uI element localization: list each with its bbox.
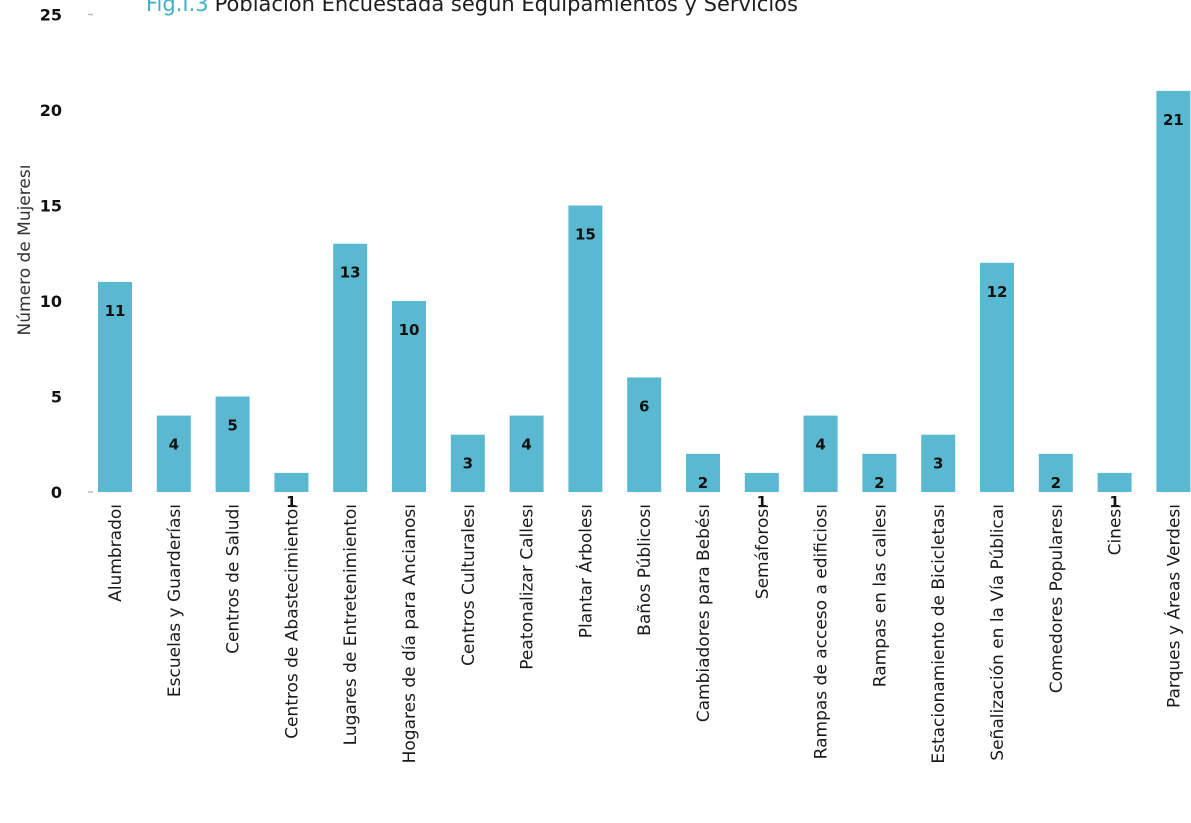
bar	[98, 281, 132, 492]
bar	[392, 301, 426, 492]
bar	[333, 243, 368, 492]
bar	[568, 205, 603, 492]
bar	[215, 396, 250, 492]
bar	[156, 415, 191, 492]
bar	[450, 434, 485, 492]
y-axis-title: Número de Mujeresı	[15, 165, 35, 336]
data-label: 11	[105, 302, 126, 320]
x-tick-label: Plantar Árbolesı	[574, 504, 596, 638]
bar	[1097, 472, 1132, 492]
bar	[921, 434, 956, 492]
y-tick-label: 15	[40, 197, 62, 216]
x-tick-label: Baños Públicosı	[635, 504, 655, 636]
x-tick-label: Cinesı	[1106, 504, 1126, 555]
data-label: 1	[757, 493, 767, 511]
x-tick-label: Parques y Áreas Verdesı	[1162, 504, 1184, 708]
x-tick-label: Estacionamiento de Bicicletası	[929, 504, 949, 764]
data-label: 1	[286, 493, 296, 511]
bar	[509, 415, 544, 492]
bar	[980, 262, 1014, 492]
data-label: 13	[340, 264, 361, 282]
x-tick-label: Centros Culturalesı	[459, 504, 479, 666]
x-tick-label: Peatonalizar Callesı	[518, 504, 538, 670]
x-tick-label: Rampas de acceso a edificiosı	[812, 504, 832, 759]
y-tick-label: 5	[51, 388, 62, 407]
data-label: 3	[933, 455, 943, 473]
figure-title-text: Población Encuestada según Equipamientos…	[214, 0, 798, 16]
bar	[627, 377, 662, 492]
x-tick-label: Rampas en las callesı	[870, 504, 890, 687]
bar	[862, 453, 897, 492]
data-label: 4	[815, 436, 825, 454]
data-label: 2	[698, 474, 708, 492]
y-tick-label: 0	[51, 483, 62, 502]
x-tick-label: Comedores Popularesı	[1047, 504, 1067, 693]
bar	[744, 472, 779, 492]
x-tick-label: Lugares de Entretenimientoı	[341, 504, 361, 745]
bar	[686, 453, 720, 492]
y-tick-label: 25	[40, 6, 62, 25]
x-tick-label: Centros de Abastecimientoı	[282, 504, 302, 739]
data-label: 2	[1051, 474, 1061, 492]
data-label: 6	[639, 397, 649, 415]
x-tick-label: Escuelas y Guarderíası	[165, 504, 185, 697]
x-tick-label: Hogares de día para Ancianosı	[400, 504, 420, 763]
figure-number: Fig.I.3	[146, 0, 209, 16]
chart-title: Fig.I.3 Población Encuestada según Equipa…	[146, 0, 798, 16]
data-label: 3	[463, 455, 473, 473]
data-label: 2	[874, 474, 884, 492]
x-tick-label: Alumbradoı	[106, 504, 126, 602]
data-label: 12	[987, 283, 1008, 301]
data-label: 1	[1109, 493, 1119, 511]
bar	[803, 415, 838, 492]
data-label: 15	[575, 226, 596, 244]
y-axis: 0 5 10 15 20 25	[40, 6, 93, 502]
data-label: 21	[1163, 111, 1184, 129]
y-tick-label: 10	[40, 292, 62, 311]
x-tick-label: Centros de Saludı	[224, 504, 244, 654]
bar	[1156, 90, 1191, 493]
data-label: 10	[399, 321, 420, 339]
data-label: 4	[169, 436, 179, 454]
x-tick-label: Señalización en la Vía Públicaı	[988, 504, 1008, 761]
x-tick-label: Cambiadores para Bebésı	[694, 504, 714, 722]
bar	[274, 472, 309, 492]
bar	[1038, 453, 1073, 492]
y-tick-label: 20	[40, 101, 62, 120]
x-axis-labels: Alumbradoı Escuelas y Guarderíası Centros …	[106, 504, 1184, 764]
data-label: 4	[521, 436, 531, 454]
data-label: 5	[227, 417, 237, 435]
x-tick-label: Semáforosı	[753, 504, 773, 599]
